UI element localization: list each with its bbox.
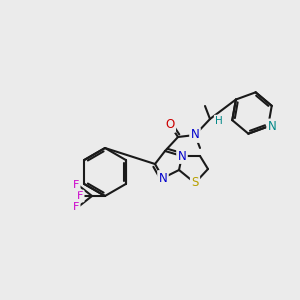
- Text: F: F: [77, 191, 83, 201]
- Text: F: F: [73, 202, 79, 212]
- Text: H: H: [215, 116, 223, 126]
- Text: N: N: [178, 149, 186, 163]
- Text: F: F: [73, 180, 79, 190]
- Text: N: N: [190, 128, 200, 142]
- Text: N: N: [268, 120, 277, 133]
- Text: S: S: [191, 176, 199, 190]
- Text: N: N: [159, 172, 167, 184]
- Text: O: O: [165, 118, 175, 131]
